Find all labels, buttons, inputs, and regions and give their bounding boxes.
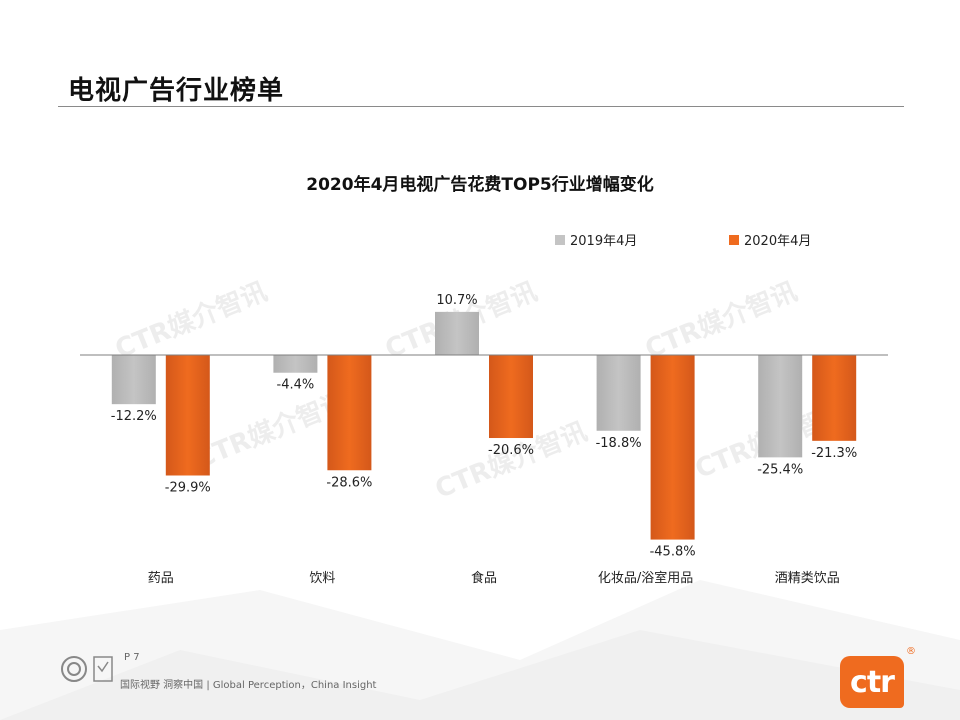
bar-2019 xyxy=(111,355,156,405)
ctr-logo: ctr xyxy=(840,656,904,708)
category-label: 食品 xyxy=(471,570,497,586)
data-label: -45.8% xyxy=(650,545,696,560)
page-title: 电视广告行业榜单 xyxy=(68,76,285,106)
category-label: 饮料 xyxy=(309,571,335,586)
bar-2020 xyxy=(650,355,695,540)
bar-2019 xyxy=(596,355,641,431)
data-label: -12.2% xyxy=(111,409,157,424)
page-number: P 7 xyxy=(124,652,140,663)
data-label: -25.4% xyxy=(757,462,803,477)
legend-swatch-2019 xyxy=(555,234,565,245)
bar-2019 xyxy=(273,355,318,373)
footer-slogan: 国际视野 洞察中国 | Global Perception，China Insi… xyxy=(120,680,377,691)
bar-2020 xyxy=(165,355,210,476)
data-label: -20.6% xyxy=(488,443,534,458)
data-label: -29.9% xyxy=(165,480,211,495)
bar-2019 xyxy=(435,311,479,355)
legend-swatch-2020 xyxy=(729,234,739,245)
bar-2020 xyxy=(489,355,533,439)
data-label: -28.6% xyxy=(326,475,372,490)
legend-label-2020: 2020年4月 xyxy=(744,234,812,249)
legend-label-2019: 2019年4月 xyxy=(570,234,638,249)
legend-item-2020: 2020年4月 xyxy=(729,230,811,249)
bar-2020 xyxy=(812,355,857,441)
data-label: -4.4% xyxy=(277,378,315,393)
data-label: 10.7% xyxy=(436,293,477,308)
chart-title: 2020年4月电视广告花费TOP5行业增幅变化 xyxy=(306,175,654,195)
title-divider xyxy=(58,106,904,107)
category-label: 化妆品/浴室用品 xyxy=(598,570,693,586)
data-label: -21.3% xyxy=(811,446,857,461)
category-label: 酒精类饮品 xyxy=(775,571,840,586)
certification-logos xyxy=(60,654,116,688)
bar-2019 xyxy=(758,355,803,458)
legend-item-2019: 2019年4月 xyxy=(555,230,637,249)
bar-2020 xyxy=(327,355,372,471)
registered-mark: ® xyxy=(906,646,916,657)
category-label: 药品 xyxy=(148,571,174,586)
data-label: -18.8% xyxy=(596,436,642,451)
background-decoration xyxy=(0,580,960,720)
